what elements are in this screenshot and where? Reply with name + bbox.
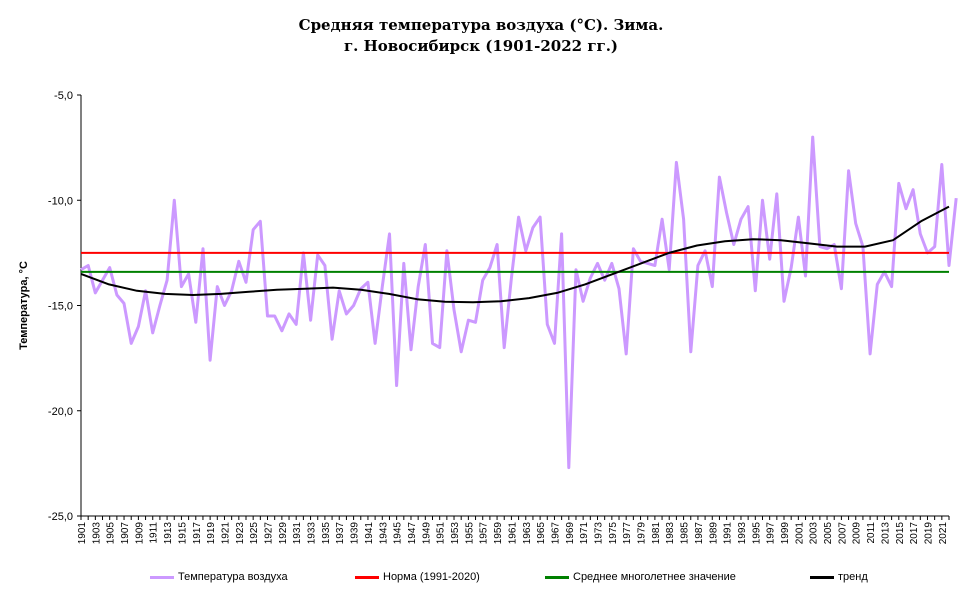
x-tick-label: 1935 <box>321 522 332 545</box>
x-tick-label: 1937 <box>335 522 346 545</box>
legend-swatch-trend <box>810 575 834 579</box>
x-tick-label: 1969 <box>565 522 576 545</box>
x-tick-label: 1933 <box>307 522 318 545</box>
x-tick-label: 2005 <box>823 522 834 545</box>
x-tick-label: 1941 <box>364 522 375 545</box>
x-tick-label: 1955 <box>464 522 475 545</box>
legend-label-temperature: Температура воздуха <box>178 571 288 583</box>
x-tick-label: 1971 <box>579 522 590 545</box>
y-tick-label: -5,0 <box>54 90 73 102</box>
x-tick-label: 1977 <box>622 522 633 545</box>
x-tick-label: 1951 <box>436 522 447 545</box>
x-tick-label: 1901 <box>77 522 88 545</box>
x-tick-label: 1921 <box>220 522 231 545</box>
x-tick-label: 1931 <box>292 522 303 545</box>
x-tick-label: 2001 <box>794 522 805 545</box>
y-tick-label: -10,0 <box>48 195 73 207</box>
legend-item-mean: Среднее многолетнее значение <box>545 571 736 583</box>
x-tick-label: 1947 <box>407 522 418 545</box>
x-tick-label: 2019 <box>923 522 934 545</box>
x-tick-label: 1989 <box>708 522 719 545</box>
y-tick-label: -25,0 <box>48 511 73 523</box>
x-tick-label: 1939 <box>350 522 361 545</box>
x-tick-label: 1975 <box>608 522 619 545</box>
x-tick-label: 1963 <box>522 522 533 545</box>
x-tick-label: 1997 <box>766 522 777 545</box>
x-tick-label: 1913 <box>163 522 174 545</box>
x-tick-label: 1925 <box>249 522 260 545</box>
chart-plot: -5,0 -10,0 -15,0 -20,0 -25,0 1901 1903 1905 1907… <box>18 90 958 545</box>
x-tick-label: 2015 <box>895 522 906 545</box>
x-tick-label: 1993 <box>737 522 748 545</box>
legend-item-trend: тренд <box>810 571 868 583</box>
x-tick-label: 1907 <box>120 522 131 545</box>
x-tick-label: 1927 <box>264 522 275 545</box>
x-tick-label: 1953 <box>450 522 461 545</box>
x-tick-label: 1987 <box>694 522 705 545</box>
x-tick-label: 1983 <box>665 522 676 545</box>
x-tick-label: 1961 <box>507 522 518 545</box>
x-tick-label: 1905 <box>106 522 117 545</box>
x-tick-label: 1999 <box>780 522 791 545</box>
x-tick-label: 1973 <box>593 522 604 545</box>
chart-legend: Температура воздуха Норма (1991-2020) Ср… <box>0 571 962 587</box>
legend-item-temperature: Температура воздуха <box>150 571 288 583</box>
x-tick-label: 1919 <box>206 522 217 545</box>
x-tick-label: 2013 <box>880 522 891 545</box>
y-tick-label: -15,0 <box>48 301 73 313</box>
x-tick-label: 1995 <box>751 522 762 545</box>
x-tick-label: 1967 <box>550 522 561 545</box>
x-tick-label: 1985 <box>680 522 691 545</box>
x-tick-label: 1929 <box>278 522 289 545</box>
series-line-temperature <box>80 135 958 470</box>
x-tick-label: 1959 <box>493 522 504 545</box>
x-tick-label: 2007 <box>837 522 848 545</box>
x-tick-label: 1949 <box>421 522 432 545</box>
x-tick-label: 2009 <box>852 522 863 545</box>
legend-swatch-norm <box>355 575 379 579</box>
x-tick-label: 1943 <box>378 522 389 545</box>
legend-swatch-mean <box>545 575 569 579</box>
x-tick-label: 1979 <box>637 522 648 545</box>
legend-label-trend: тренд <box>838 571 868 583</box>
x-tick-label: 1917 <box>192 522 203 545</box>
x-tick-label: 2017 <box>909 522 920 545</box>
x-tick-label: 1911 <box>149 522 160 544</box>
x-tick-label: 2021 <box>938 522 949 545</box>
x-tick-label: 1991 <box>723 522 734 545</box>
x-tick-label: 2011 <box>866 522 877 544</box>
x-tick-label: 1981 <box>651 522 662 545</box>
x-tick-label: 1957 <box>479 522 490 545</box>
x-tick-label: 1945 <box>393 522 404 545</box>
y-axis-title: Температура, °С <box>18 261 30 350</box>
x-tick-label: 1903 <box>91 522 102 545</box>
chart-subtitle: г. Новосибирск (1901-2022 гг.) <box>343 37 619 55</box>
x-tick-label: 1909 <box>134 522 145 545</box>
x-tick-label: 1923 <box>235 522 246 545</box>
legend-swatch-temperature <box>150 575 174 579</box>
chart-title: Средняя температура воздуха (°С). Зима. <box>298 16 664 34</box>
y-tick-label: -20,0 <box>48 406 73 418</box>
legend-item-norm: Норма (1991-2020) <box>355 571 480 583</box>
series-line-trend <box>80 205 950 304</box>
legend-label-norm: Норма (1991-2020) <box>383 571 480 583</box>
x-tick-label: 2003 <box>809 522 820 545</box>
x-tick-label: 1915 <box>177 522 188 545</box>
legend-label-mean: Среднее многолетнее значение <box>573 571 736 583</box>
x-tick-label: 1965 <box>536 522 547 545</box>
